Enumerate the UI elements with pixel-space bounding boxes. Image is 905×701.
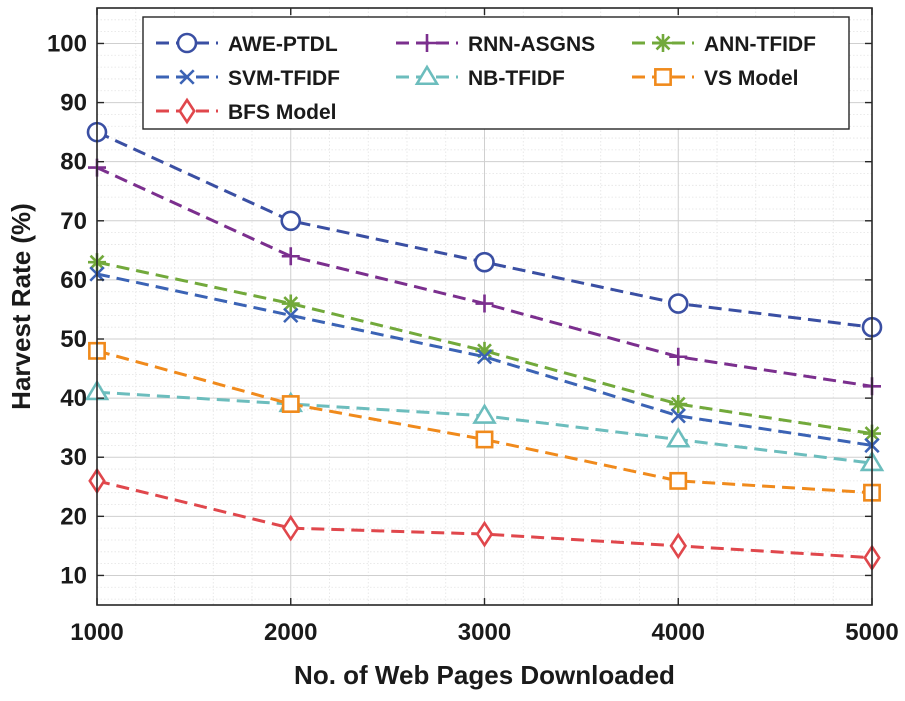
legend: AWE-PTDL RNN-ASGNS ANN-TFIDF SVM-TFIDF NB-TF… [142,16,850,130]
legend-item-ann-tfidf: ANN-TFIDF [632,33,816,56]
legend-label: RNN-ASGNS [468,33,595,56]
x-tick-label: 2000 [264,619,317,646]
x-tick-label: 3000 [458,619,511,646]
series-line-bfs-model [96,479,873,560]
x-axis-label: No. of Web Pages Downloaded [294,660,675,690]
legend-marker [418,34,436,52]
data-point-vs-model [475,430,494,449]
y-tick-label: 30 [60,444,87,471]
legend-label: NB-TFIDF [468,67,565,90]
data-point-vs-model [669,471,688,490]
data-point-svm-tfidf [670,408,686,424]
legend-item-vs-model: VS Model [632,67,799,90]
y-tick-label: 50 [60,326,87,353]
y-tick-label: 80 [60,149,87,176]
x-tick-label: 5000 [845,619,898,646]
legend-label: VS Model [704,67,799,90]
data-point-rnn-asgns [669,347,688,366]
data-point-ann-tfidf [669,395,688,414]
data-point-rnn-asgns [475,294,494,313]
legend-item-nb-tfidf: NB-TFIDF [396,64,565,90]
legend-item-rnn-asgns: RNN-ASGNS [396,33,595,56]
data-point-svm-tfidf [283,307,299,324]
data-point-nb-tfidf [665,426,691,448]
legend-marker [179,69,195,85]
data-point-bfs-model [475,520,494,548]
y-tick-label: 70 [60,208,87,235]
y-tick-label: 20 [60,503,87,530]
data-point-awe-ptdl [667,293,689,314]
data-point-bfs-model [281,514,300,542]
series-line-ann-tfidf [96,260,873,436]
legend-marker [414,64,440,86]
legend-item-awe-ptdl: AWE-PTDL [156,32,338,56]
legend-box [142,16,850,130]
x-tick-label: 4000 [652,619,705,646]
data-point-vs-model [281,395,300,413]
data-point-awe-ptdl [474,251,495,273]
data-point-nb-tfidf [472,403,497,424]
axis-ticks: 10 20 30 40 50 60 70 80 90 100 1000 2000 3000 4000 500… [47,8,899,646]
data-point-ann-tfidf [281,294,300,313]
y-tick-label: 60 [60,267,87,294]
y-tick-label: 100 [47,30,87,57]
data-point-rnn-asgns [281,247,300,266]
data-point-svm-tfidf [476,349,493,365]
legend-label: SVM-TFIDF [228,67,340,90]
legend-marker [654,34,672,52]
legend-item-bfs-model: BFS Model [156,97,337,125]
y-tick-label: 90 [60,90,87,117]
y-axis-label: Harvest Rate (%) [6,203,36,410]
legend-marker [178,97,196,125]
legend-label: AWE-PTDL [228,33,338,56]
legend-marker [654,68,672,86]
series-line-vs-model [96,349,873,495]
y-tick-label: 40 [60,385,87,412]
data-point-bfs-model [669,532,688,560]
legend-label: BFS Model [228,101,337,124]
series-line-svm-tfidf [96,272,873,447]
legend-marker [176,32,198,54]
y-tick-label: 10 [60,562,87,589]
series-lines [84,121,885,572]
data-point-awe-ptdl [280,210,302,232]
x-tick-label: 1000 [70,619,123,646]
data-point-ann-tfidf [475,341,494,360]
legend-label: ANN-TFIDF [704,33,816,56]
legend-item-svm-tfidf: SVM-TFIDF [156,67,340,90]
